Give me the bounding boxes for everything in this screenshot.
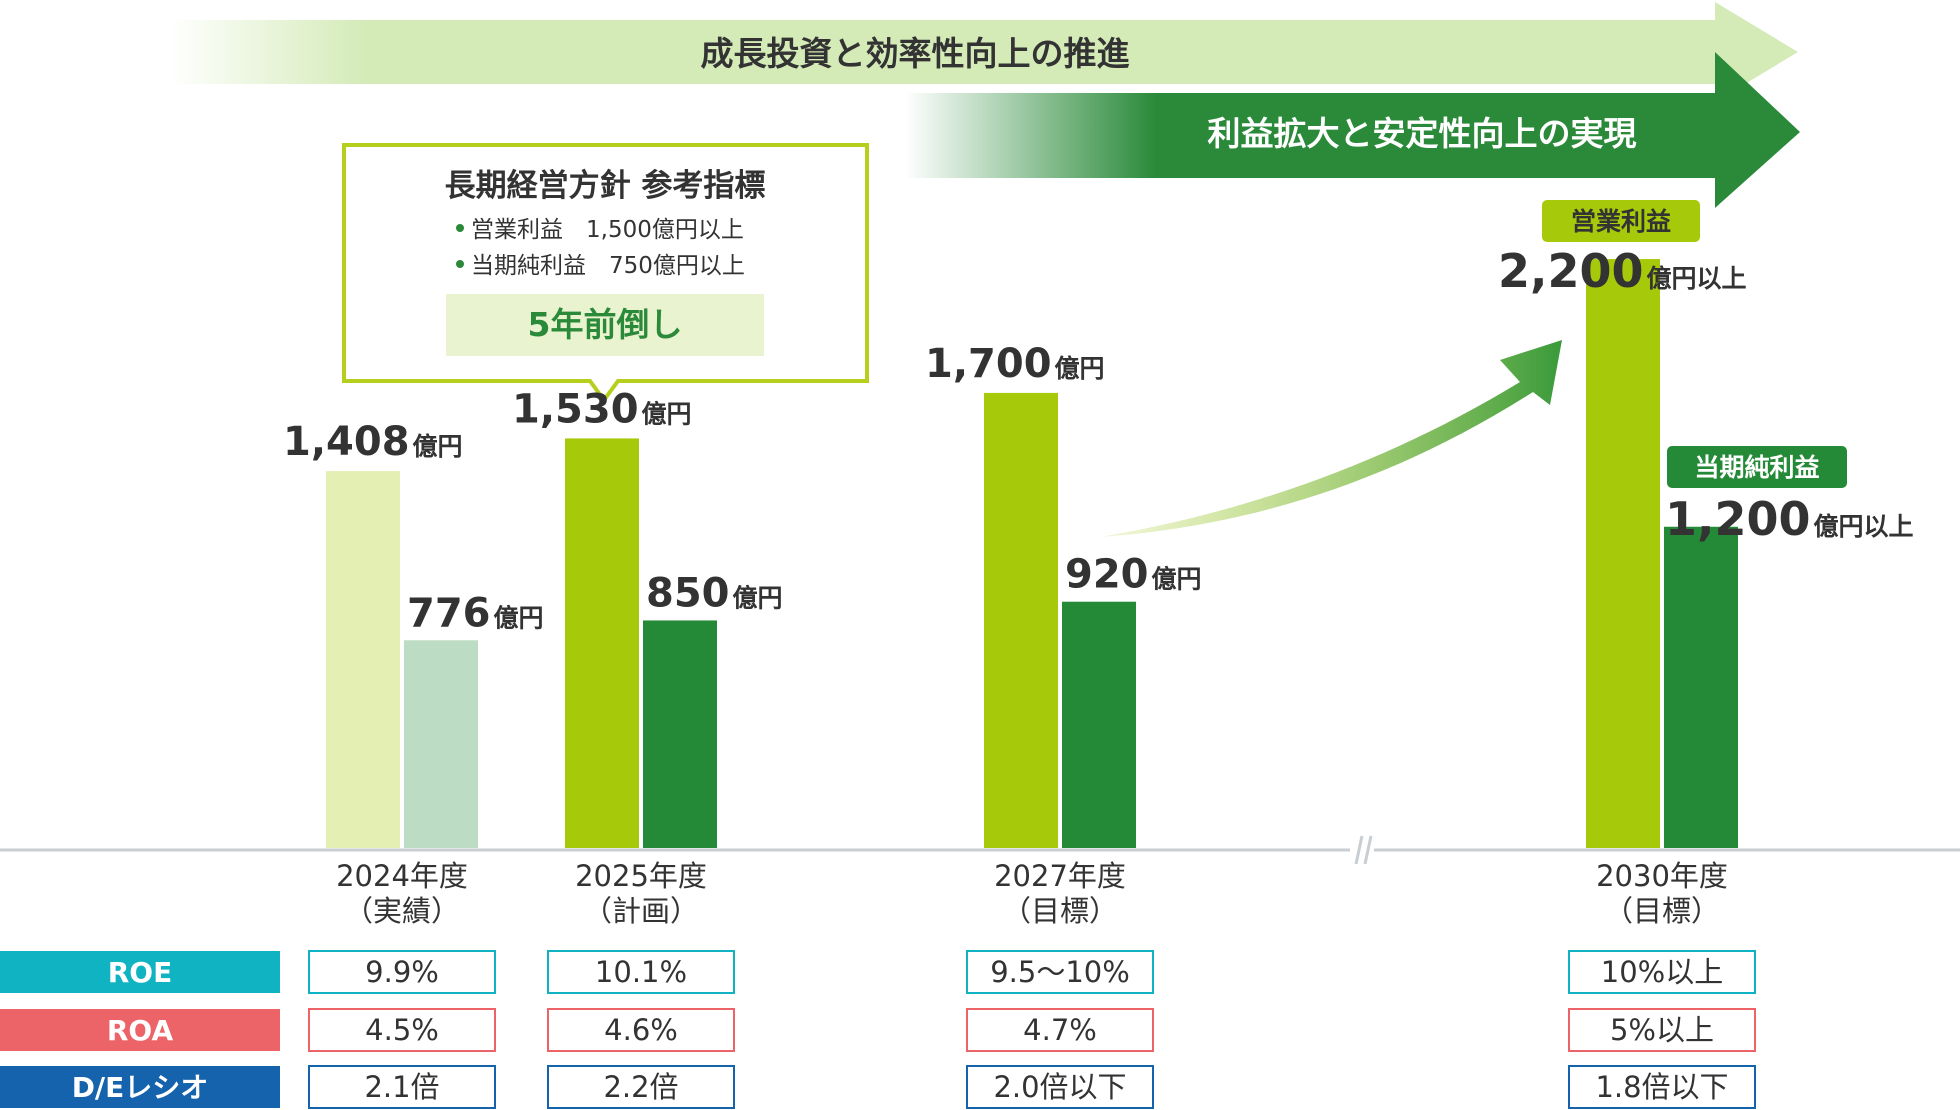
value-label-net-number: 776 [407,590,491,636]
value-label-net: 776 億円 [407,590,544,636]
value-label-operating-unit: 億円以上 [1647,264,1747,293]
value-label-net-number: 920 [1065,552,1149,598]
metric-value: 1.8倍以下 [1595,1070,1728,1104]
metric-name: ROA [107,1014,174,1047]
metric-tag-bg [0,1066,280,1108]
metric-value: 10%以上 [1601,955,1723,989]
metric-tag-bg [0,951,280,993]
x-tick-label: 2024年度 [336,859,468,893]
bar-operating-profit [326,471,400,848]
metric-value: 4.5% [365,1013,439,1047]
value-label-operating-unit: 億円 [642,399,692,428]
bar-net-profit [1664,526,1738,848]
banner-second: 利益拡大と安定性向上の実現 [905,52,1800,208]
x-tick-label: 2025年度 [575,859,707,893]
bar-operating-profit [565,438,639,848]
metric-cell [308,1065,496,1109]
callout-highlight-bg [446,294,764,356]
value-label-net-number: 1,200 [1665,492,1811,546]
callout-title: 長期経営方針 参考指標 [445,168,766,204]
bullet-dot-icon [456,224,464,232]
value-label-operating-unit: 億円 [1055,354,1105,383]
x-tick-sublabel: （目標） [1604,894,1720,928]
metric-cell [308,950,496,994]
metric-value: 9.5～10% [990,955,1130,989]
metric-cell [966,950,1154,994]
legend-tag-net: 当期純利益 [1667,446,1847,488]
x-axis-labels: 2024年度（実績）2025年度（計画）2027年度（目標）2030年度（目標） [336,859,1728,928]
value-label-net: 920 億円 [1065,552,1202,598]
value-label-operating: 2,200 億円以上 [1498,244,1747,298]
bar-operating-profit [984,392,1058,848]
value-label-operating-number: 1,408 [283,419,410,465]
metric-cell [1568,1065,1756,1109]
metric-value: 2.1倍 [364,1070,439,1104]
metric-tag-bg [0,1009,280,1051]
value-label-net-unit: 億円 [733,583,783,612]
metric-cell [966,1008,1154,1052]
metric-value: 5%以上 [1610,1013,1714,1047]
legend-tag-operating-bg [1542,200,1700,242]
value-label-operating: 1,408 億円 [283,419,463,465]
metric-value: 4.6% [604,1013,678,1047]
value-label-operating-unit: 億円 [413,432,463,461]
bar-net-profit [404,640,478,848]
metrics-table: ROE 9.9% 10.1% 9.5～10% 10%以上 ROA 4.5% 4.6% 4.7% 5… [0,950,1756,1109]
callout-bullet-2: 当期純利益 750億円以上 [471,253,745,279]
metric-value: 10.1% [595,955,687,989]
metric-cell [1568,950,1756,994]
value-label-net: 1,200 億円以上 [1665,492,1914,546]
banner-second-arrow [905,52,1800,208]
legend-tag-net-text: 当期純利益 [1694,453,1819,482]
metric-cell [1568,1008,1756,1052]
bar-operating-profit [1586,259,1660,848]
value-label-operating: 1,530 億円 [512,386,692,432]
banner-second-text: 利益拡大と安定性向上の実現 [1208,114,1637,153]
legend-tag-operating-text: 営業利益 [1571,207,1671,236]
x-tick-sublabel: （計画） [583,894,699,928]
metric-cell [547,1065,735,1109]
value-label-net-unit: 億円以上 [1814,512,1914,541]
x-tick-sublabel: （実績） [344,894,460,928]
value-label-operating: 1,700 億円 [925,341,1105,387]
metric-value: 2.0倍以下 [993,1070,1126,1104]
metric-value: 4.7% [1023,1013,1097,1047]
callout-bullet-1: 営業利益 1,500億円以上 [471,217,744,243]
metric-cell [547,1008,735,1052]
banner-top-text: 成長投資と効率性向上の推進 [701,34,1130,73]
bullet-dot-icon [456,260,464,268]
value-label-operating-number: 1,700 [925,341,1052,387]
value-label-operating-number: 1,530 [512,386,639,432]
banner-top: 成長投資と効率性向上の推進 [170,2,1798,102]
metric-name: ROE [108,956,173,989]
axis-break-icon [1350,835,1374,865]
bar-net-profit [643,620,717,848]
banner-top-arrow [170,2,1798,102]
value-label-net-number: 850 [646,570,730,616]
metric-cell [308,1008,496,1052]
legend-tag-net-bg [1667,446,1847,488]
callout-box: 長期経営方針 参考指標 営業利益 1,500億円以上 当期純利益 750億円以上… [342,143,869,404]
value-label-net-unit: 億円 [494,603,544,632]
metric-value: 2.2倍 [603,1070,678,1104]
metric-cell [547,950,735,994]
metric-value: 9.9% [365,955,439,989]
bar-net-profit [1062,601,1136,848]
legend-tag-operating: 営業利益 [1542,200,1700,242]
value-label-net-unit: 億円 [1152,565,1202,594]
value-label-net: 850 億円 [646,570,783,616]
value-label-operating-number: 2,200 [1498,244,1644,298]
x-tick-label: 2027年度 [994,859,1126,893]
metric-name: D/Eレシオ [72,1071,209,1104]
growth-arrow-icon [1100,340,1562,537]
x-tick-label: 2030年度 [1596,859,1728,893]
x-tick-sublabel: （目標） [1002,894,1118,928]
callout-highlight: 5年前倒し [528,305,683,344]
metric-cell [966,1065,1154,1109]
